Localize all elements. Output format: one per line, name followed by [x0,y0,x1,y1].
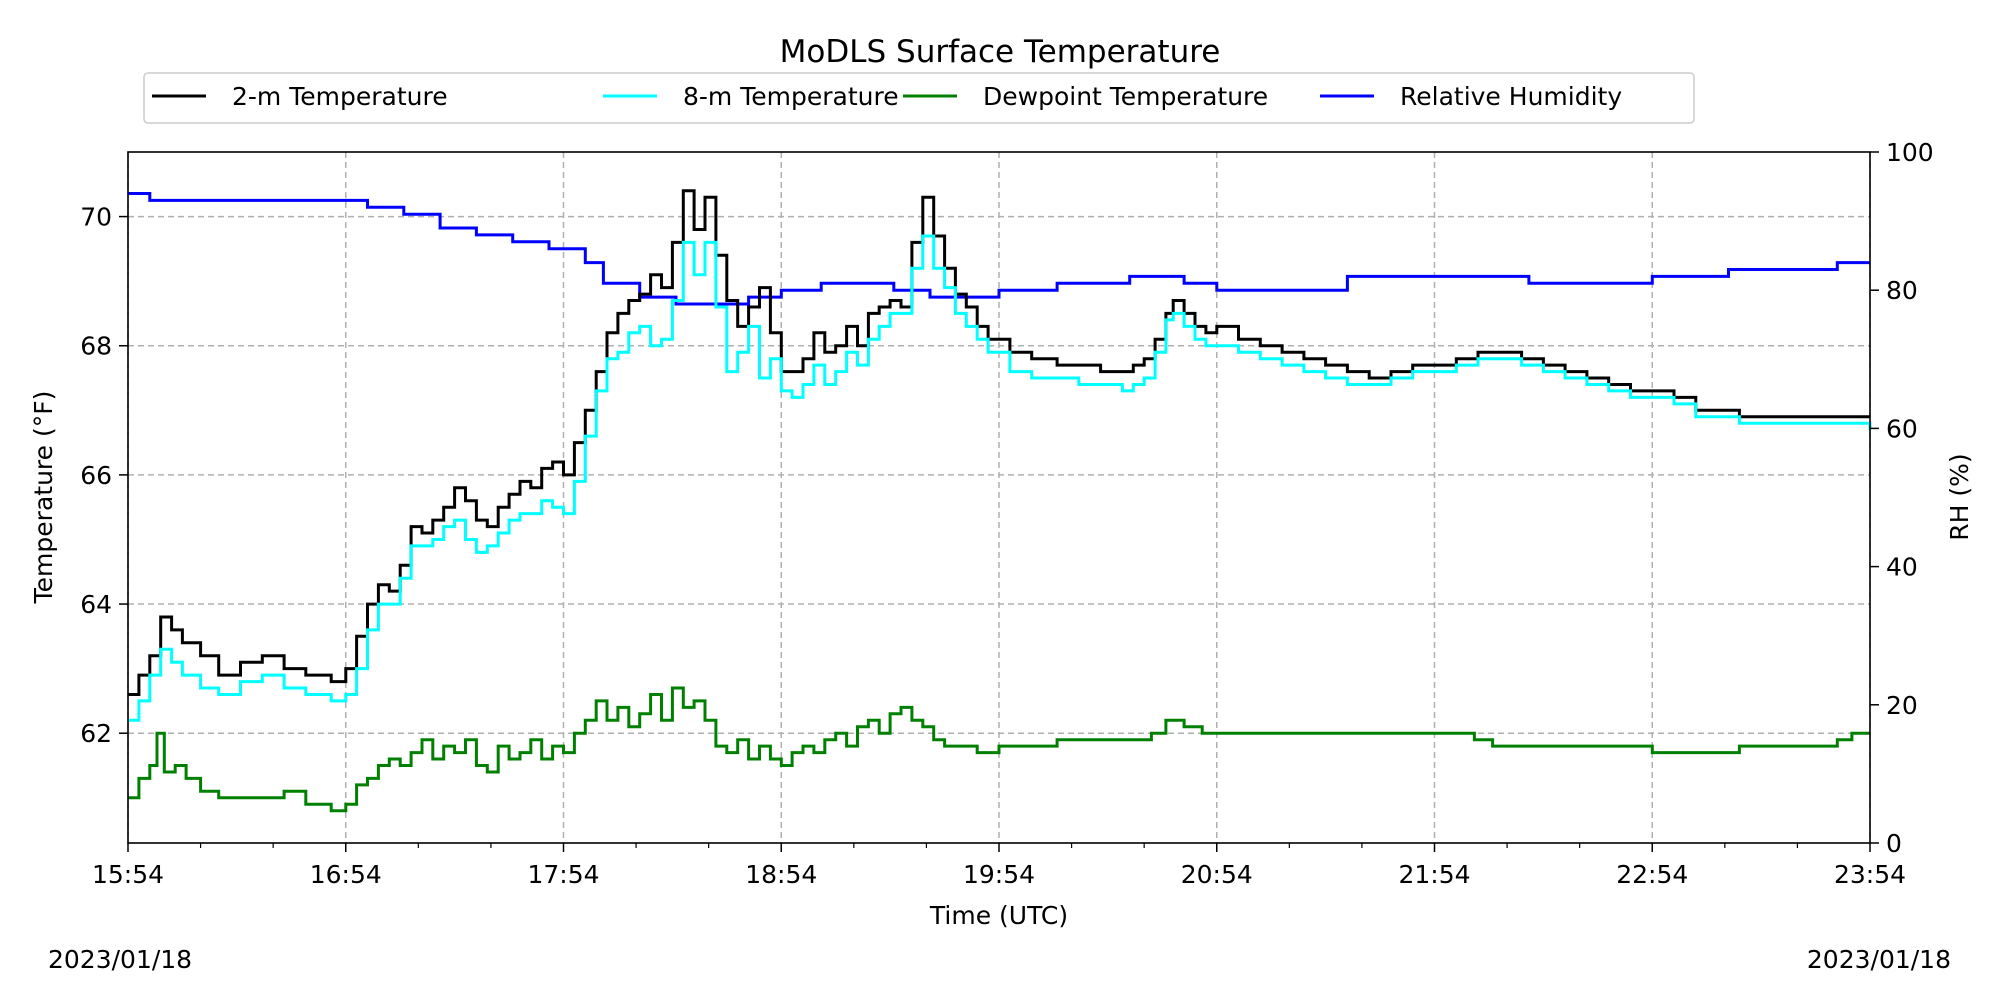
legend-label-1: 8-m Temperature [683,82,899,111]
y-tick-label-left: 62 [80,719,112,748]
x-tick-label: 17:54 [527,860,599,889]
series-line-3 [128,192,1870,306]
x-tick-label: 15:54 [92,860,164,889]
x-tick-label: 22:54 [1616,860,1688,889]
start-date-label: 2023/01/18 [48,945,193,974]
y-tick-label-left: 66 [80,461,112,490]
x-axis-label: Time (UTC) [929,901,1068,930]
end-date-label: 2023/01/18 [1806,945,1951,974]
series-line-2 [128,686,1870,813]
y-tick-label-left: 68 [80,332,112,361]
y-axis-label-left: Temperature (°F) [29,391,58,605]
legend-box [143,72,1695,124]
series-line-0 [128,189,1870,696]
grid-layer [127,152,1871,843]
y-tick-label-right: 0 [1886,829,1902,858]
x-tick-label: 18:54 [745,860,817,889]
y-tick-label-right: 40 [1886,553,1918,582]
y-tick-label-right: 20 [1886,691,1918,720]
x-tick-label: 23:54 [1834,860,1906,889]
ticks-layer: 15:54 16:54 17:54 18:54 19:54 20:54 21:54 22:54… [80,138,1934,889]
y-tick-label-left: 70 [80,203,112,232]
y-tick-label-right: 80 [1886,276,1918,305]
legend-label-3: Relative Humidity [1400,82,1622,111]
x-tick-label: 19:54 [963,860,1035,889]
series-line-1 [128,234,1872,722]
legend-label-2: Dewpoint Temperature [983,82,1268,111]
legend-label-0: 2-m Temperature [232,82,448,111]
y-tick-label-left: 64 [80,590,112,619]
x-tick-label: 20:54 [1181,860,1253,889]
chart-title: MoDLS Surface Temperature [780,34,1221,70]
series-layer [128,189,1872,813]
y-tick-label-right: 100 [1886,138,1934,167]
x-tick-label: 16:54 [310,860,382,889]
x-tick-label: 21:54 [1398,860,1470,889]
legend: 2-m Temperature 8-m Temperature Dewpoint T… [143,72,1695,124]
y-tick-label-right: 60 [1886,414,1918,443]
y-axis-label-right: RH (%) [1945,453,1974,540]
